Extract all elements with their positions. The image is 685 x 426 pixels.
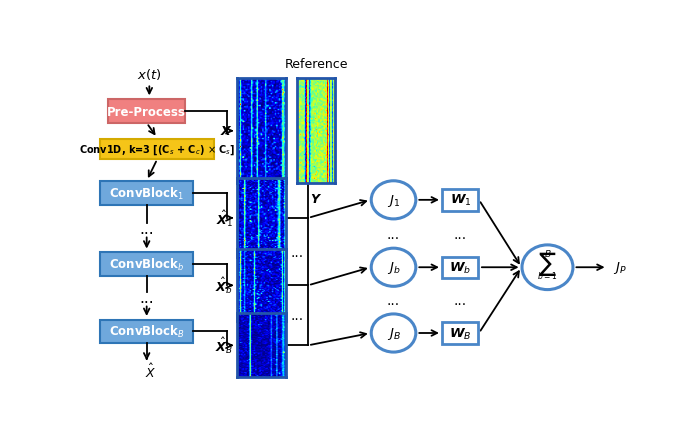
FancyBboxPatch shape [100,139,214,160]
Text: $b{=}1$: $b{=}1$ [537,269,558,280]
Text: ConvBlock$_B$: ConvBlock$_B$ [109,323,184,340]
Ellipse shape [522,245,573,290]
Text: $\hat{\boldsymbol{X}}_B$: $\hat{\boldsymbol{X}}_B$ [215,335,233,356]
Ellipse shape [371,314,416,352]
Text: $x(t)$: $x(t)$ [137,67,162,82]
Text: $\boldsymbol{W}_1$: $\boldsymbol{W}_1$ [449,193,471,208]
Text: ConvBlock$_1$: ConvBlock$_1$ [109,186,184,202]
Ellipse shape [371,181,416,219]
Text: ...: ... [387,294,400,308]
Text: $\boldsymbol{X}$: $\boldsymbol{X}$ [220,125,233,138]
Text: $B$: $B$ [544,247,551,258]
Text: $\boldsymbol{W}_B$: $\boldsymbol{W}_B$ [449,326,472,341]
Ellipse shape [371,249,416,287]
Text: $J_b$: $J_b$ [387,259,400,276]
FancyBboxPatch shape [443,322,478,344]
Text: ...: ... [291,245,304,259]
Text: $\boldsymbol{W}_b$: $\boldsymbol{W}_b$ [449,260,471,275]
Text: ...: ... [291,308,304,322]
FancyBboxPatch shape [100,253,193,276]
Text: ...: ... [387,227,400,241]
Text: $J_P$: $J_P$ [613,259,626,276]
Text: ...: ... [139,291,154,305]
Text: $\hat{\boldsymbol{X}}_1$: $\hat{\boldsymbol{X}}_1$ [216,208,233,228]
FancyBboxPatch shape [100,182,193,206]
Text: Pre-Process: Pre-Process [108,105,186,118]
FancyBboxPatch shape [443,190,478,211]
Text: $\hat{X}$: $\hat{X}$ [145,362,157,380]
Text: Reference: Reference [284,58,348,71]
Text: $\boldsymbol{Y}$: $\boldsymbol{Y}$ [310,192,322,205]
FancyBboxPatch shape [100,320,193,343]
Text: ConvBlock$_b$: ConvBlock$_b$ [109,256,184,272]
Text: ...: ... [454,227,467,241]
FancyBboxPatch shape [443,257,478,278]
Text: ...: ... [454,294,467,308]
Text: Conv1D, k=3 [(C$_s$ + C$_c$) $\times$ C$_s$]: Conv1D, k=3 [(C$_s$ + C$_c$) $\times$ C$… [79,143,236,156]
Text: ...: ... [139,222,154,236]
Text: $\hat{\boldsymbol{X}}_b$: $\hat{\boldsymbol{X}}_b$ [215,276,233,296]
Text: $J_B$: $J_B$ [386,325,401,341]
FancyBboxPatch shape [108,100,185,124]
Text: $\sum$: $\sum$ [538,250,557,278]
Text: $J_1$: $J_1$ [387,193,400,208]
